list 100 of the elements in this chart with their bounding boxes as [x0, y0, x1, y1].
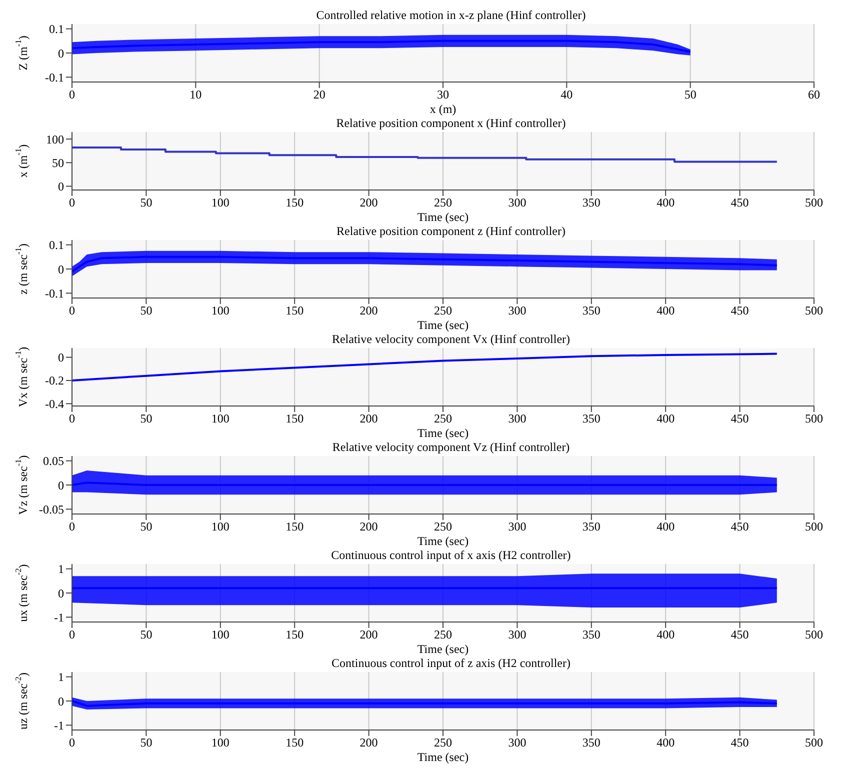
- y-tick-label: 0: [58, 179, 64, 194]
- x-tick-label: 200: [360, 304, 378, 318]
- y-tick-label: 0.05: [43, 454, 64, 468]
- y-tick-label: 100: [46, 132, 64, 146]
- x-tick-label: 150: [286, 736, 304, 750]
- x-tick-label: 450: [730, 412, 749, 426]
- y-tick-label: 1: [58, 670, 64, 684]
- x-tick-label: 300: [508, 196, 526, 210]
- x-tick-label: 350: [582, 628, 600, 642]
- x-tick-label: 250: [434, 412, 452, 426]
- x-tick-label: 0: [69, 88, 75, 102]
- y-tick-label: -0.4: [45, 396, 64, 411]
- x-tick-label: 500: [805, 736, 823, 750]
- y-tick-label: -0.1: [45, 70, 64, 84]
- y-tick-label: 0.1: [49, 238, 64, 252]
- y-tick-label: 0: [58, 694, 64, 708]
- x-tick-label: 200: [360, 412, 378, 426]
- y-tick-label: 0.1: [49, 22, 64, 36]
- x-tick-label: 50: [140, 304, 152, 318]
- line-series: [72, 352, 778, 382]
- x-axis-title: Time (sec): [417, 426, 469, 440]
- x-tick-label: 300: [508, 736, 526, 750]
- x-tick-label: 100: [211, 520, 230, 534]
- x-tick-label: 100: [211, 304, 230, 318]
- x-tick-label: 350: [582, 520, 600, 534]
- x-tick-label: 200: [360, 736, 378, 750]
- x-axis-title: x (m): [430, 102, 456, 116]
- x-tick-label: 0: [69, 412, 75, 426]
- x-tick-label: 30: [437, 88, 449, 102]
- x-tick-label: 0: [69, 196, 75, 210]
- y-tick-label: -0.05: [39, 502, 64, 516]
- x-tick-label: 150: [286, 304, 304, 318]
- x-tick-label: 50: [140, 736, 152, 750]
- x-tick-label: 50: [140, 520, 152, 534]
- x-tick-label: 500: [805, 196, 823, 210]
- x-axis-title: Time (sec): [417, 318, 469, 332]
- x-tick-label: 400: [656, 736, 675, 750]
- x-tick-label: 450: [730, 196, 749, 210]
- x-tick-label: 500: [805, 304, 823, 318]
- x-tick-label: 100: [211, 628, 230, 642]
- x-tick-label: 400: [656, 520, 675, 534]
- x-tick-label: 300: [508, 628, 526, 642]
- y-tick-label: -0.1: [45, 286, 64, 300]
- x-tick-label: 350: [582, 736, 600, 750]
- x-tick-label: 50: [140, 628, 152, 642]
- x-tick-label: 200: [360, 196, 378, 210]
- x-tick-label: 150: [286, 520, 304, 534]
- x-tick-label: 150: [286, 196, 304, 210]
- x-axis-title: Time (sec): [417, 642, 469, 656]
- x-tick-label: 450: [730, 628, 749, 642]
- x-tick-label: 0: [69, 628, 75, 642]
- x-tick-label: 0: [69, 736, 75, 750]
- y-tick-label: 0: [58, 46, 64, 60]
- chart-title: Continuous control input of x axis (H2 controller): [330, 548, 572, 562]
- x-axis-title: Time (sec): [417, 750, 469, 764]
- x-tick-label: 100: [211, 196, 230, 210]
- x-tick-label: 350: [582, 304, 600, 318]
- x-tick-label: 450: [730, 304, 749, 318]
- x-tick-label: 100: [211, 412, 230, 426]
- y-tick-label: -1: [54, 610, 64, 624]
- x-tick-label: 400: [656, 304, 675, 318]
- x-tick-label: 50: [140, 412, 152, 426]
- x-axis-title: Time (sec): [417, 210, 469, 224]
- x-tick-label: 100: [211, 736, 230, 750]
- x-tick-label: 400: [656, 628, 675, 642]
- chart-title: Relative position component z (Hinf controller): [336, 224, 566, 238]
- x-axis-title: Time (sec): [417, 534, 469, 548]
- x-tick-label: 500: [805, 520, 823, 534]
- x-tick-label: 200: [360, 520, 378, 534]
- x-tick-label: 250: [434, 196, 452, 210]
- x-tick-label: 300: [508, 412, 526, 426]
- chart-title: Controlled relative motion in x-z plane (Hinf controller): [315, 8, 587, 22]
- x-tick-label: 150: [286, 628, 304, 642]
- x-tick-label: 0: [69, 520, 75, 534]
- x-tick-label: 500: [805, 412, 823, 426]
- x-tick-label: 50: [684, 88, 696, 102]
- x-tick-label: 400: [656, 412, 675, 426]
- x-tick-label: 20: [313, 88, 326, 102]
- x-tick-label: 0: [69, 304, 75, 318]
- y-tick-label: -1: [54, 718, 64, 732]
- chart-title: Relative velocity component Vx (Hinf controller): [330, 332, 572, 346]
- x-tick-label: 300: [508, 520, 526, 534]
- chart-title: Relative velocity component Vz (Hinf controller): [331, 440, 571, 454]
- x-tick-label: 50: [140, 196, 152, 210]
- x-tick-label: 450: [730, 520, 749, 534]
- chart-title: Relative position component x (Hinf controller): [335, 116, 567, 130]
- y-tick-label: 0: [58, 262, 64, 276]
- x-tick-label: 250: [434, 736, 452, 750]
- x-tick-label: 200: [360, 628, 378, 642]
- x-tick-label: 350: [582, 196, 600, 210]
- x-tick-label: 350: [582, 412, 600, 426]
- x-tick-label: 60: [808, 88, 820, 102]
- x-tick-label: 450: [730, 736, 749, 750]
- x-tick-label: 10: [190, 88, 202, 102]
- x-tick-label: 500: [805, 628, 823, 642]
- x-tick-label: 400: [656, 196, 675, 210]
- chart-title: Continuous control input of z axis (H2 controller): [330, 656, 572, 670]
- y-tick-label: 50: [52, 156, 64, 170]
- y-tick-label: -0.2: [45, 374, 64, 388]
- x-tick-label: 300: [508, 304, 526, 318]
